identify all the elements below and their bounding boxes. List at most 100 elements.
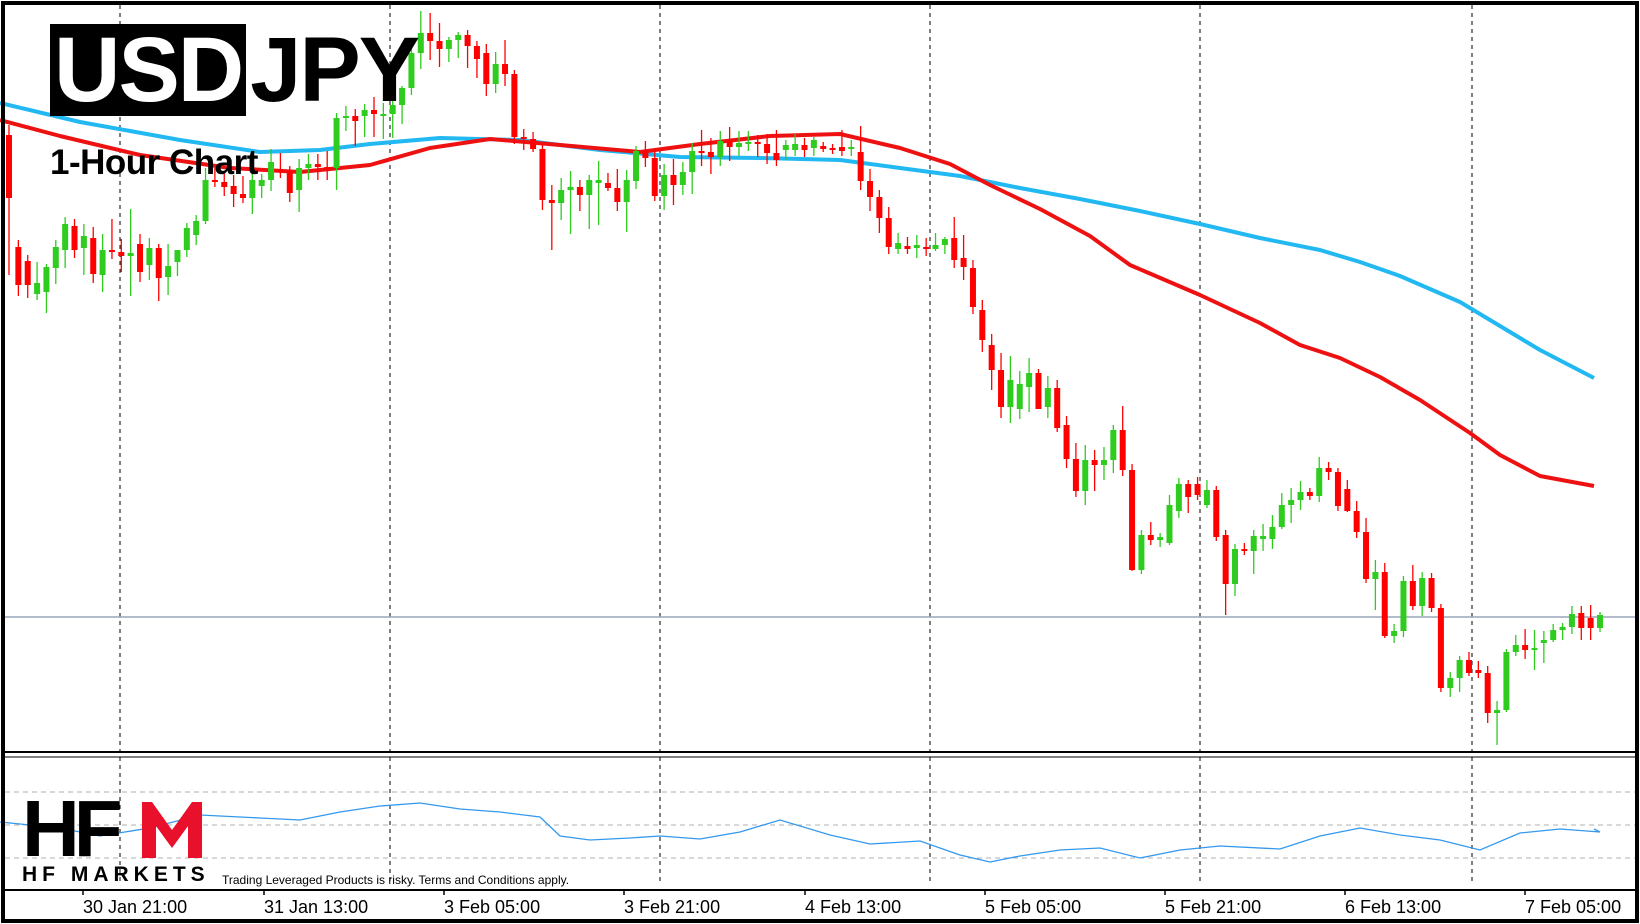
candle	[801, 138, 808, 157]
candle-body	[286, 172, 293, 193]
candle	[595, 161, 602, 225]
candle	[1138, 530, 1145, 574]
x-axis: 30 Jan 21:00 31 Jan 13:00 3 Feb 05:00 3 Feb…	[82, 890, 1621, 917]
candle-body	[1157, 537, 1164, 540]
candle	[1456, 656, 1463, 692]
candle-body	[801, 145, 808, 150]
candle	[1316, 457, 1323, 502]
candle	[445, 37, 452, 62]
candle	[52, 240, 59, 284]
candle	[1269, 515, 1276, 549]
hfm-logo-subtext: HF MARKETS	[22, 863, 210, 886]
candle	[1531, 630, 1538, 670]
candle	[848, 140, 855, 156]
candle	[1447, 672, 1454, 697]
candle	[876, 190, 883, 233]
candle-body	[1494, 710, 1501, 713]
candle	[576, 180, 583, 211]
candle-body	[1203, 490, 1210, 505]
candle	[1465, 652, 1472, 676]
candle	[530, 132, 537, 152]
candle	[268, 149, 275, 191]
candle	[1325, 462, 1332, 480]
candle-body	[165, 266, 172, 277]
candle	[15, 240, 22, 296]
candle-body	[408, 53, 415, 88]
candle-body	[1578, 613, 1585, 628]
candle-body	[1138, 535, 1145, 570]
candle-body	[43, 267, 50, 292]
candle-body	[1400, 581, 1407, 631]
candle	[202, 168, 209, 224]
candle-body	[1334, 472, 1341, 506]
candle-body	[633, 151, 640, 181]
x-tick-label: 3 Feb 21:00	[624, 897, 720, 917]
candle-body	[735, 143, 742, 147]
candle-body	[895, 243, 902, 249]
candle-body	[1026, 373, 1033, 387]
candle	[137, 234, 144, 282]
candle-body	[1278, 505, 1285, 527]
candle-body	[1381, 572, 1388, 636]
candle-body	[455, 35, 462, 40]
candle-body	[1391, 631, 1398, 636]
candle-body	[155, 248, 162, 278]
candle	[1419, 572, 1426, 616]
candle-body	[586, 180, 593, 195]
hfm-logo: HF	[22, 796, 202, 860]
candle	[698, 130, 705, 166]
candle	[511, 70, 518, 144]
candle-body	[1437, 608, 1444, 688]
candle-body	[745, 142, 752, 144]
candle	[108, 219, 115, 259]
candle	[782, 140, 789, 160]
candle	[1194, 477, 1201, 500]
candle	[436, 23, 443, 67]
candle	[969, 260, 976, 314]
candle	[1278, 493, 1285, 529]
candle-body	[118, 252, 125, 256]
candle	[361, 104, 368, 137]
candle-body	[1344, 489, 1351, 511]
candle	[1185, 480, 1192, 513]
candle	[502, 40, 509, 86]
candle-body	[436, 41, 443, 49]
candle	[146, 238, 153, 280]
candle-body	[249, 180, 256, 198]
x-tick-label: 6 Feb 13:00	[1345, 897, 1441, 917]
candle-body	[361, 110, 368, 116]
candle-body	[567, 187, 574, 190]
ma-slow-line	[0, 101, 1595, 380]
candle	[380, 103, 387, 139]
candle-body	[1372, 572, 1379, 579]
candle-body	[642, 151, 649, 158]
candle-body	[34, 283, 41, 294]
candle-body	[539, 149, 546, 200]
candle	[324, 151, 331, 180]
candle-body	[998, 370, 1005, 407]
candle-body	[829, 148, 836, 150]
candle	[1550, 624, 1557, 642]
candle-body	[221, 182, 228, 187]
candle	[1475, 661, 1482, 678]
candle	[1372, 560, 1379, 610]
candle-body	[15, 247, 22, 285]
candle-body	[202, 180, 209, 221]
candle	[895, 233, 902, 254]
candle	[1363, 518, 1370, 583]
candle	[520, 129, 527, 150]
candle	[352, 109, 359, 146]
candle	[745, 131, 752, 151]
candle	[34, 262, 41, 300]
candle-body	[230, 186, 237, 194]
candle	[296, 159, 303, 212]
candle-body	[1475, 670, 1482, 673]
hfm-logo-text: HF	[22, 796, 120, 860]
candle	[558, 178, 565, 220]
candle-body	[1110, 430, 1117, 460]
candle	[679, 162, 686, 195]
candle	[1400, 576, 1407, 637]
candle	[239, 176, 246, 203]
candle	[1100, 447, 1107, 480]
